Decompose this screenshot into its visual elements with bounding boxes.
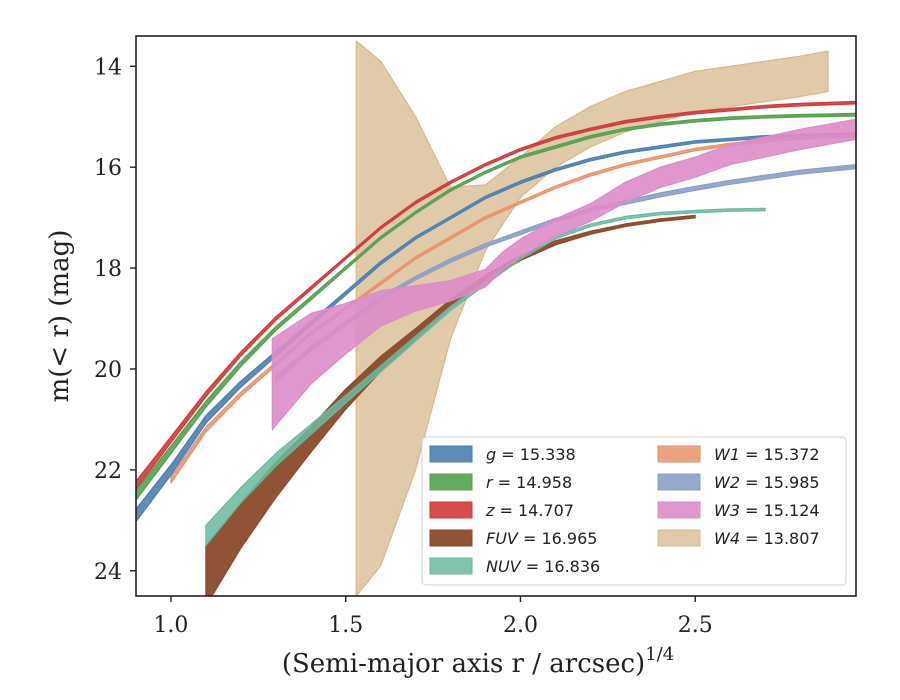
y-axis-label: m(< r) (mag) bbox=[45, 230, 75, 403]
legend-swatch-w4 bbox=[657, 529, 701, 547]
series-band-r bbox=[136, 112, 856, 501]
y-tick-label: 24 bbox=[94, 560, 122, 585]
legend-label-r: r = 14.958 bbox=[486, 473, 572, 492]
legend-label-z: z = 14.707 bbox=[485, 501, 574, 520]
series-band-w2 bbox=[275, 164, 856, 383]
y-tick-label: 20 bbox=[94, 358, 122, 383]
legend: g = 15.338 r = 14.958 z = 14.707 FUV = 16.9… bbox=[421, 436, 847, 586]
legend-label-nuv: NUV = 16.836 bbox=[486, 557, 600, 576]
legend-box bbox=[421, 436, 847, 586]
legend-swatch-w2 bbox=[657, 473, 701, 491]
legend-swatch-w3 bbox=[657, 501, 701, 519]
legend-swatch-z bbox=[429, 501, 473, 519]
legend-swatch-g bbox=[429, 445, 473, 463]
x-tick-label: 1.5 bbox=[328, 613, 363, 638]
series-band-w1 bbox=[170, 134, 856, 484]
legend-label-w4: W4 = 13.807 bbox=[714, 529, 820, 548]
series-layer bbox=[136, 40, 856, 596]
y-tick-label: 18 bbox=[94, 257, 122, 282]
series-band-z bbox=[136, 100, 856, 490]
legend-label-w1: W1 = 15.372 bbox=[714, 445, 820, 464]
x-tick-label: 2.0 bbox=[503, 613, 538, 638]
x-tick-label: 1.0 bbox=[153, 613, 188, 638]
legend-swatch-r bbox=[429, 473, 473, 491]
x-tick-label: 2.5 bbox=[678, 613, 713, 638]
series-band-w3 bbox=[271, 118, 856, 431]
legend-swatch-fuv bbox=[429, 529, 473, 547]
plot-frame bbox=[135, 35, 857, 597]
legend-label-fuv: FUV = 16.965 bbox=[486, 529, 597, 548]
legend-swatch-nuv bbox=[429, 557, 473, 575]
y-tick-label: 14 bbox=[94, 55, 122, 80]
y-tick-label: 22 bbox=[94, 459, 122, 484]
series-band-nuv bbox=[205, 207, 766, 547]
series-band-fuv bbox=[205, 214, 696, 596]
legend-label-w3: W3 = 15.124 bbox=[714, 501, 820, 520]
series-band-g bbox=[136, 132, 856, 523]
legend-swatch-w1 bbox=[657, 445, 701, 463]
axis-ticks: 1.0 1.5 2.0 2.5 14 16 18 20 22 24 bbox=[94, 55, 713, 638]
y-tick-label: 16 bbox=[94, 156, 122, 181]
legend-label-g: g = 15.338 bbox=[486, 445, 576, 464]
legend-label-w2: W2 = 15.985 bbox=[714, 473, 820, 492]
x-axis-label: (Semi-major axis r / arcsec)1/4 bbox=[282, 644, 674, 679]
